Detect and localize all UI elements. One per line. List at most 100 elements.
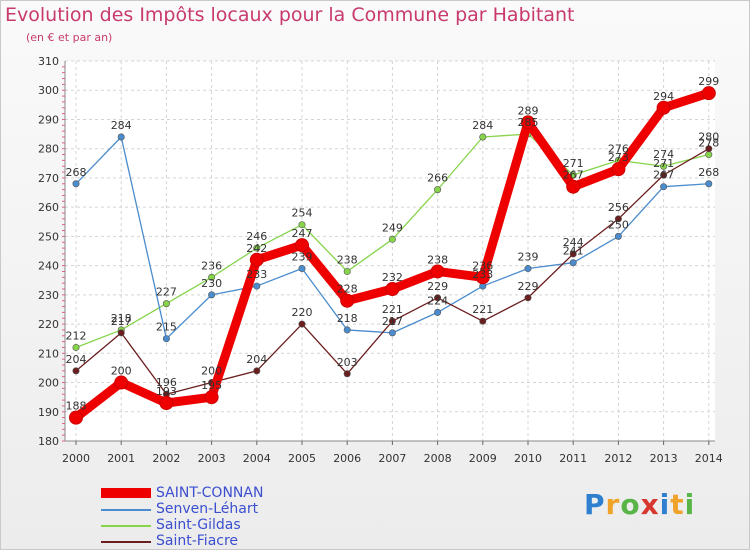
data-point (614, 232, 622, 240)
y-tick-label: 280 (38, 143, 59, 156)
data-point (253, 282, 261, 290)
data-point (434, 308, 442, 316)
x-tick-label: 2000 (62, 452, 90, 465)
data-point (340, 293, 355, 308)
data-label: 200 (201, 365, 222, 378)
data-point (117, 133, 125, 141)
grid (65, 60, 715, 442)
y-tick-label: 190 (38, 406, 59, 419)
data-point (388, 235, 396, 243)
legend-label: Saint-Gildas (156, 517, 241, 533)
y-tick-label: 240 (38, 260, 59, 273)
data-label: 276 (608, 142, 629, 155)
x-tick-label: 2002 (152, 452, 180, 465)
data-point (611, 162, 626, 177)
x-tick-label: 2004 (243, 452, 271, 465)
data-label: 236 (472, 259, 493, 272)
data-label: 203 (337, 356, 358, 369)
data-point (343, 326, 351, 334)
data-point (117, 329, 125, 337)
data-label: 284 (111, 119, 132, 132)
data-label: 249 (382, 221, 403, 234)
x-tick-label: 2009 (469, 452, 497, 465)
data-label: 221 (472, 303, 493, 316)
data-label: 215 (156, 321, 177, 334)
data-label: 239 (518, 251, 539, 264)
data-point (162, 300, 170, 308)
data-label: 227 (156, 286, 177, 299)
data-point (524, 265, 532, 273)
data-label: 230 (201, 277, 222, 290)
data-label: 278 (698, 137, 719, 150)
data-label: 238 (337, 253, 358, 266)
data-point (479, 317, 487, 325)
y-tick-label: 230 (38, 289, 59, 302)
data-label: 271 (563, 157, 584, 170)
data-point (159, 396, 174, 410)
data-label: 241 (563, 245, 584, 258)
data-label: 224 (427, 294, 448, 307)
legend-item: Saint-Gildas (101, 517, 321, 533)
data-point (569, 250, 577, 258)
chart-subtitle: (en € et par an) (26, 31, 113, 44)
legend-label: Saint-Fiacre (156, 533, 239, 549)
data-label: 274 (653, 148, 674, 161)
x-tick-label: 2011 (559, 452, 587, 465)
data-label: 268 (66, 166, 87, 179)
data-label: 267 (563, 169, 584, 182)
data-point (204, 390, 219, 405)
data-label: 204 (66, 353, 87, 366)
y-tick-label: 220 (38, 318, 59, 331)
data-label: 254 (292, 207, 313, 220)
legend-item: SAINT-CONNAN (101, 485, 321, 501)
series-lines (69, 86, 716, 425)
data-label: 250 (608, 218, 629, 231)
x-tick-label: 2012 (604, 452, 632, 465)
data-point (208, 273, 216, 281)
data-label: 239 (292, 251, 313, 264)
plot-area (65, 61, 715, 441)
data-label: 229 (518, 280, 539, 293)
x-tick-label: 2007 (378, 452, 406, 465)
data-label: 244 (563, 236, 584, 249)
data-point (385, 282, 400, 296)
data-label: 232 (382, 271, 403, 284)
y-tick-label: 200 (38, 377, 59, 390)
x-tick-label: 2010 (514, 452, 542, 465)
data-label: 285 (518, 116, 539, 129)
y-tick-label: 260 (38, 201, 59, 214)
data-point (705, 145, 713, 153)
legend-swatch (101, 488, 151, 498)
data-point (566, 179, 581, 194)
data-point (249, 252, 264, 267)
data-point (434, 186, 442, 194)
data-point (388, 329, 396, 337)
data-label: 268 (698, 166, 719, 179)
data-point (298, 320, 306, 328)
data-point (295, 238, 309, 253)
legend: SAINT-CONNAN Senven-Léhart Saint-Gildas … (101, 485, 321, 549)
legend-swatch (101, 525, 151, 527)
data-label: 188 (66, 400, 87, 413)
data-label: 217 (111, 315, 132, 328)
data-label: 196 (156, 376, 177, 389)
data-point (208, 291, 216, 299)
x-tick-label: 2014 (695, 452, 723, 465)
data-point (69, 410, 83, 425)
y-axis-ticks: 180 190 200 210 220 230 240 250 260 270 280 290 300 3… (38, 55, 65, 448)
data-point (253, 244, 261, 252)
data-point (162, 335, 170, 343)
data-point (298, 221, 306, 229)
data-label: 267 (653, 169, 674, 182)
y-tick-label: 250 (38, 230, 59, 243)
legend-label: SAINT-CONNAN (156, 485, 264, 501)
proxiti-logo: Proxiti (584, 488, 696, 521)
data-point (475, 270, 490, 285)
legend-swatch (101, 541, 151, 543)
data-label: 193 (156, 385, 177, 398)
data-label: 217 (382, 315, 403, 328)
data-point (660, 162, 668, 170)
data-point (705, 180, 713, 188)
data-label: 238 (427, 253, 448, 266)
